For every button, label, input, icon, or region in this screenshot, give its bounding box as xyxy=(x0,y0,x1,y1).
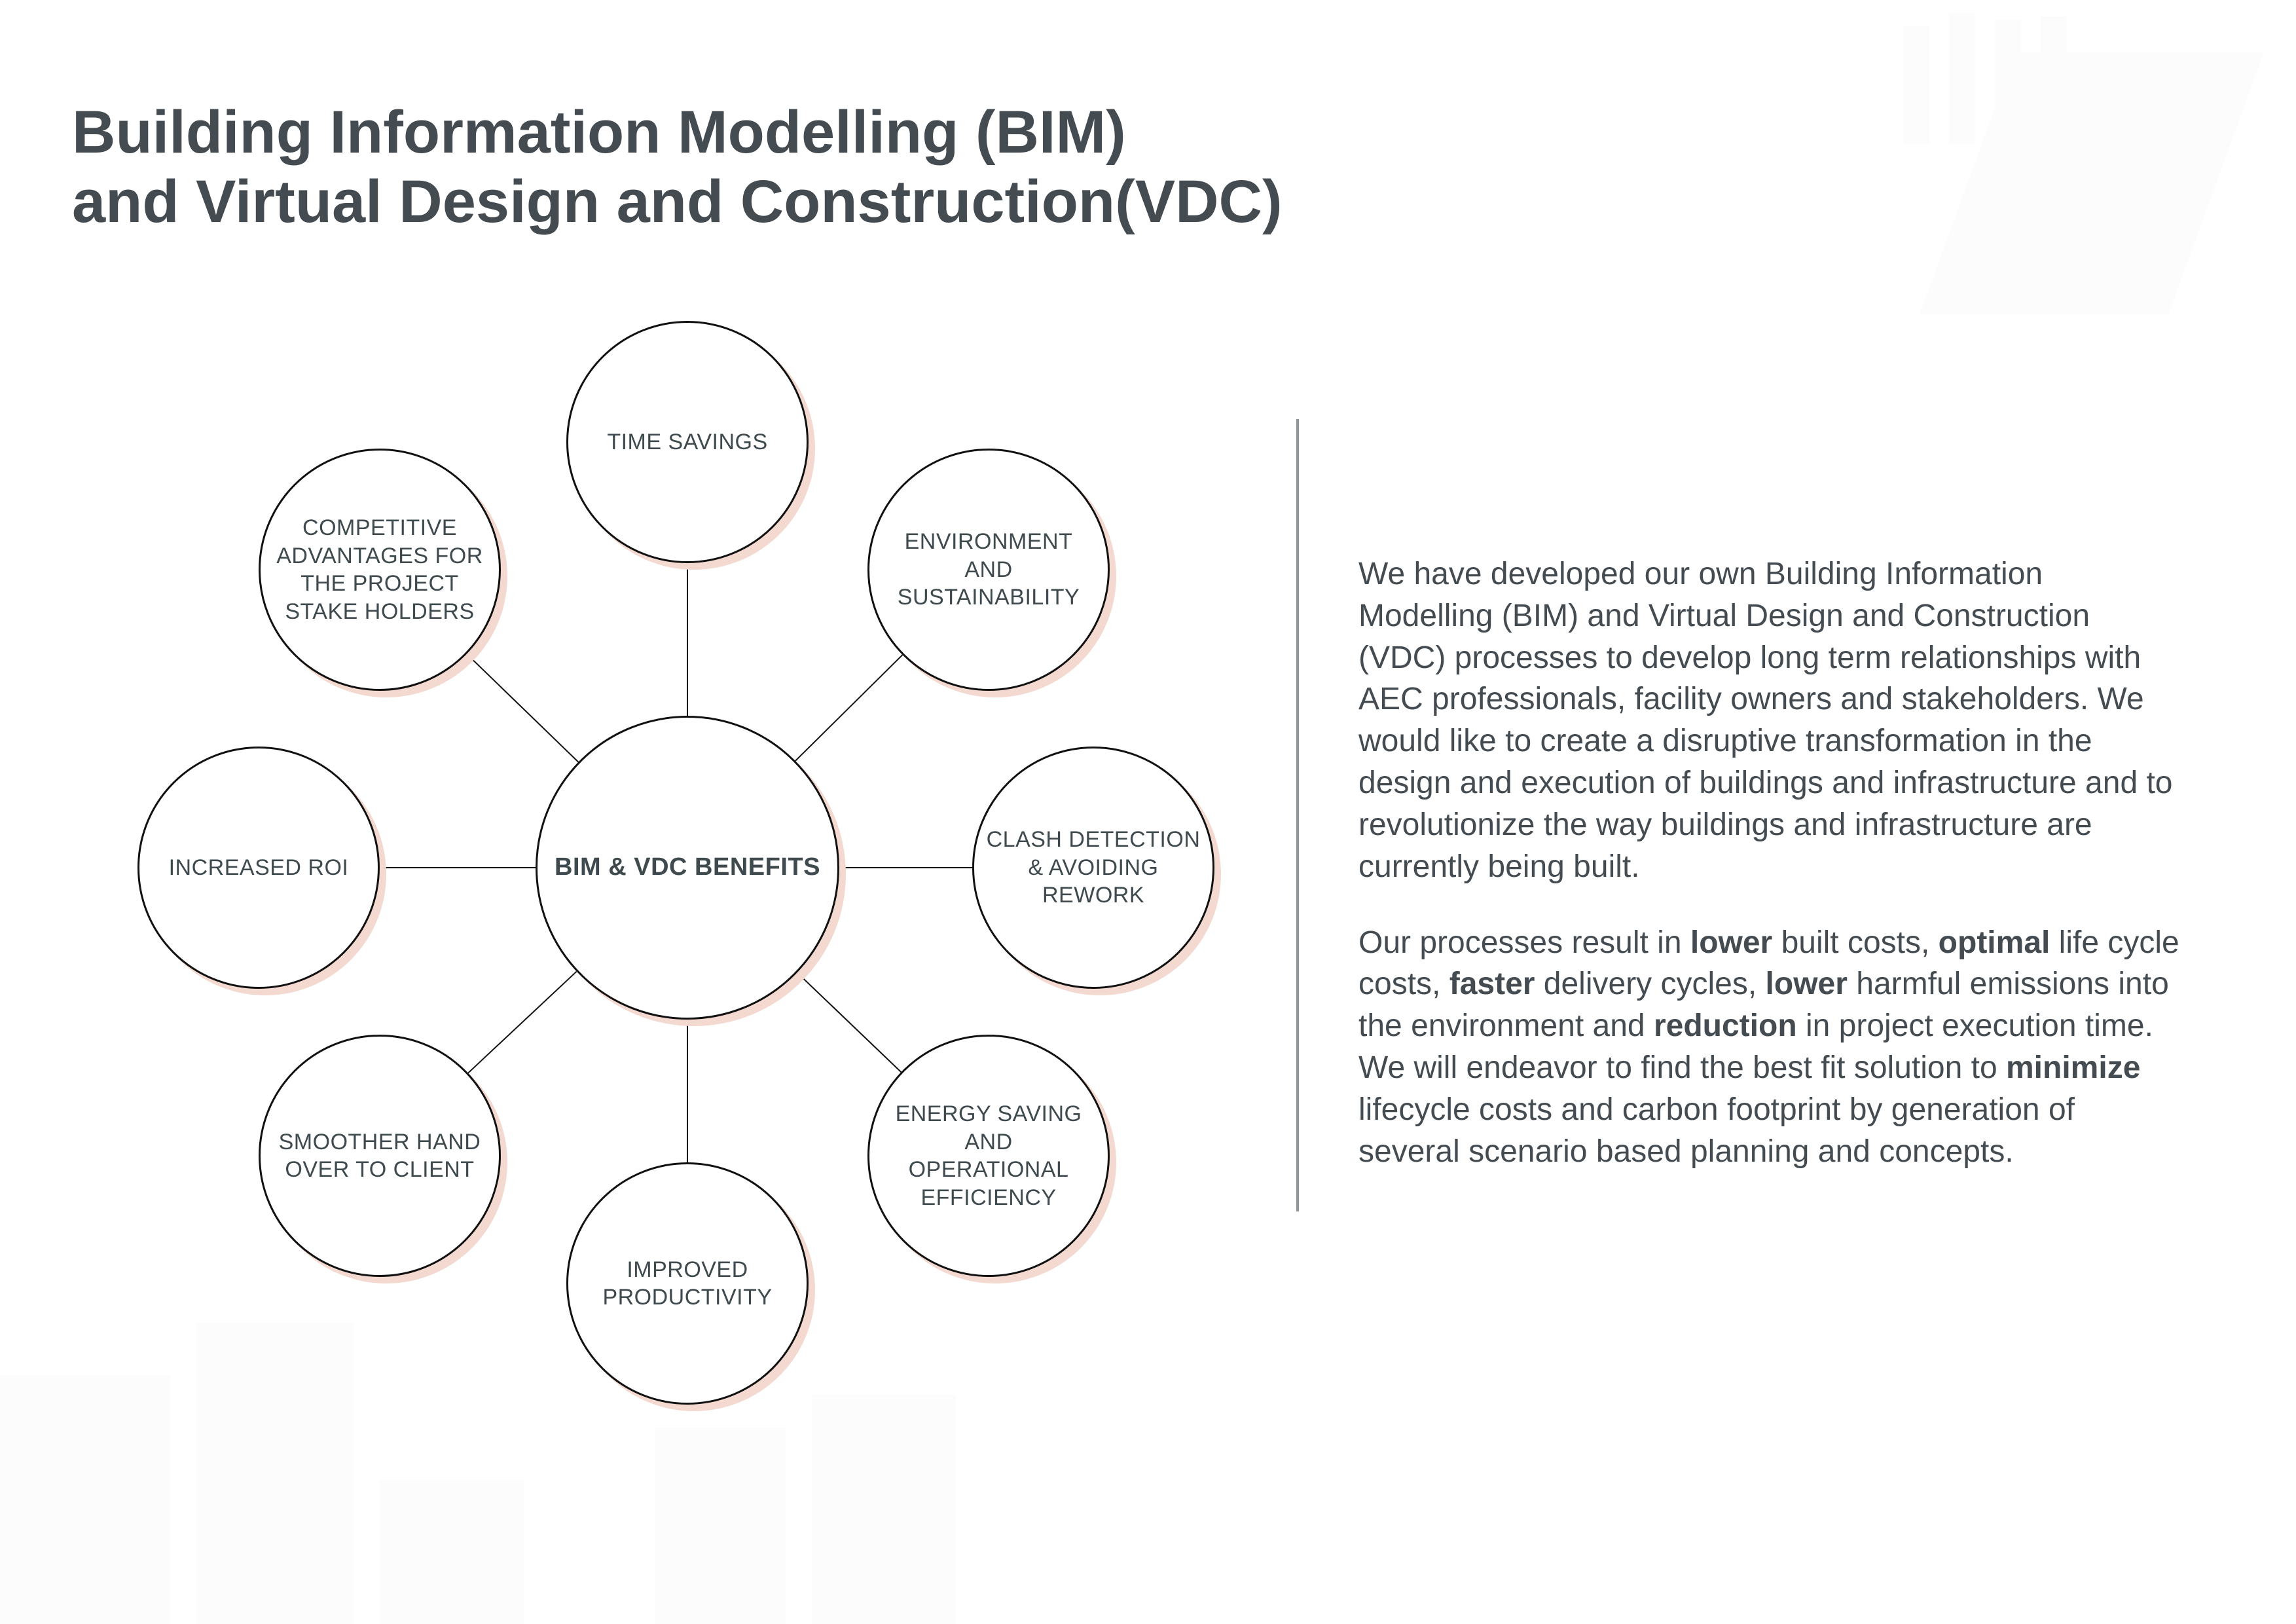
node-label: ENERGY SAVING AND OPERATIONAL EFFICIENCY xyxy=(869,1100,1108,1211)
diagram-node-smoother: SMOOTHER HAND OVER TO CLIENT xyxy=(259,1035,501,1277)
node-label: IMPROVED PRODUCTIVITY xyxy=(568,1256,807,1312)
node-label: CLASH DETECTION & AVOIDING REWORK xyxy=(974,826,1212,910)
vertical-divider xyxy=(1296,419,1299,1211)
node-label: COMPETITIVE ADVANTAGES FOR THE PROJECT S… xyxy=(261,514,499,625)
node-label: TIME SAVINGS xyxy=(595,428,779,456)
title-line-1: Building Information Modelling (BIM) xyxy=(72,98,1283,168)
body-copy: We have developed our own Building Infor… xyxy=(1358,553,2183,1207)
diagram-node-competitive: COMPETITIVE ADVANTAGES FOR THE PROJECT S… xyxy=(259,449,501,691)
diagram-node-env: ENVIRONMENT AND SUSTAINABILITY xyxy=(867,449,1110,691)
diagram-center-node: BIM & VDC BENEFITS xyxy=(536,716,839,1020)
node-label: BIM & VDC BENEFITS xyxy=(543,852,832,883)
title-line-2: and Virtual Design and Construction(VDC) xyxy=(72,168,1283,237)
node-label: INCREASED ROI xyxy=(157,854,361,882)
page-title: Building Information Modelling (BIM) and… xyxy=(72,98,1283,237)
diagram-node-time: TIME SAVINGS xyxy=(566,321,809,563)
diagram-node-roi: INCREASED ROI xyxy=(137,747,380,989)
paragraph-2: Our processes result in lower built cost… xyxy=(1358,922,2183,1173)
node-label: SMOOTHER HAND OVER TO CLIENT xyxy=(261,1128,499,1184)
paragraph-1: We have developed our own Building Infor… xyxy=(1358,553,2183,888)
node-label: ENVIRONMENT AND SUSTAINABILITY xyxy=(869,528,1108,612)
bg-decor-top xyxy=(1445,0,2296,458)
diagram-node-improved: IMPROVED PRODUCTIVITY xyxy=(566,1162,809,1405)
benefits-diagram: TIME SAVINGS ENVIRONMENT AND SUSTAINABILI… xyxy=(118,308,1270,1454)
diagram-node-energy: ENERGY SAVING AND OPERATIONAL EFFICIENCY xyxy=(867,1035,1110,1277)
diagram-node-clash: CLASH DETECTION & AVOIDING REWORK xyxy=(972,747,1214,989)
